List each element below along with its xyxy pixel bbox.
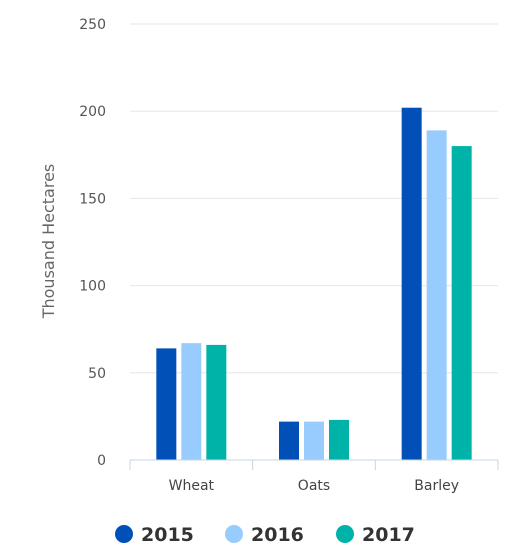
x-tick-label: Wheat (169, 478, 215, 494)
bar-2017-barley[interactable] (451, 146, 472, 460)
bar-2016-barley[interactable] (426, 130, 447, 460)
legend-label: 2015 (141, 524, 194, 546)
legend-marker (225, 525, 243, 543)
legend-item-2015[interactable]: 2015 (115, 524, 194, 546)
bar-2017-wheat[interactable] (206, 344, 227, 460)
bar-2015-oats[interactable] (279, 421, 299, 460)
bars (156, 107, 472, 460)
bar-2015-wheat[interactable] (156, 348, 177, 460)
x-axis: Wheat Oats Barley (129, 459, 499, 494)
legend-label: 2016 (251, 524, 304, 546)
legend-marker (115, 525, 133, 543)
y-axis-ticks: 0 50 100 150 200 250 (79, 17, 106, 469)
legend: 2015 2016 2017 (115, 524, 415, 546)
bar-2015-barley[interactable] (401, 107, 422, 460)
x-tick-label: Barley (414, 478, 459, 494)
y-tick-label: 250 (79, 17, 106, 33)
y-tick-label: 200 (79, 104, 106, 120)
bar-2016-wheat[interactable] (181, 343, 202, 460)
bar-2017-oats[interactable] (329, 419, 349, 460)
legend-item-2016[interactable]: 2016 (225, 524, 304, 546)
y-tick-label: 100 (79, 279, 106, 295)
bar-2016-oats[interactable] (304, 421, 324, 460)
legend-item-2017[interactable]: 2017 (336, 524, 415, 546)
legend-label: 2017 (362, 524, 415, 546)
y-tick-label: 150 (79, 191, 106, 207)
legend-marker (336, 525, 354, 543)
y-tick-label: 50 (88, 366, 106, 382)
y-axis-title: Thousand Hectares (39, 164, 58, 320)
y-tick-label: 0 (97, 453, 106, 469)
x-tick-label: Oats (298, 478, 330, 494)
